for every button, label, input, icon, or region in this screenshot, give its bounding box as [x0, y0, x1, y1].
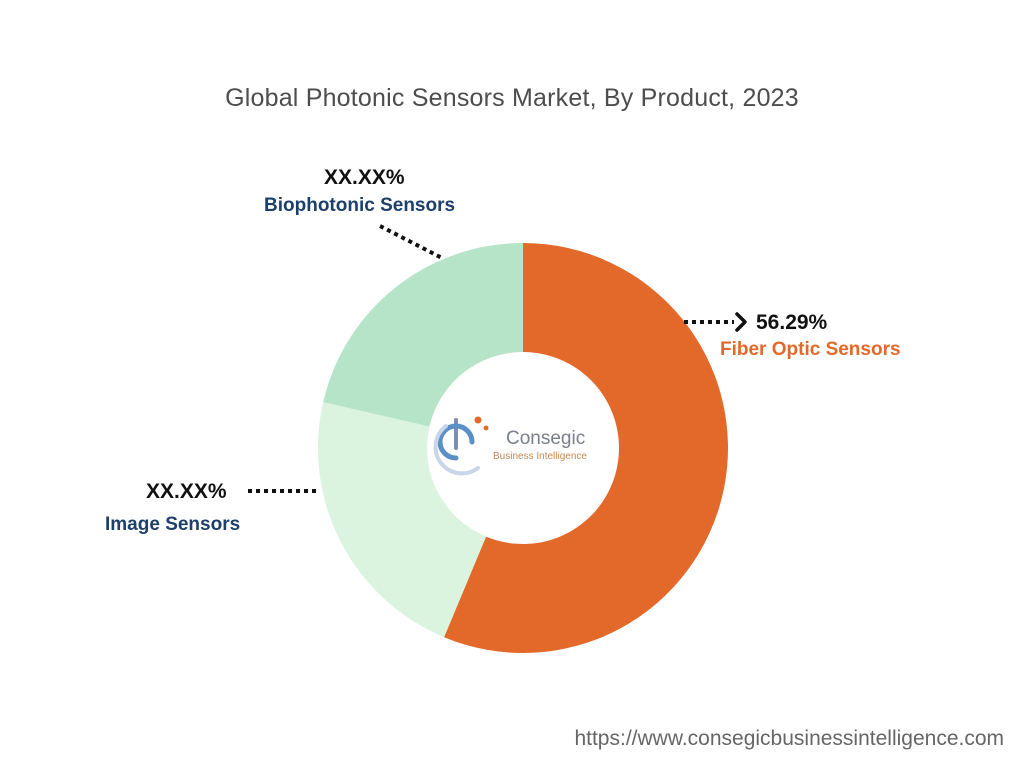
slice-image-sensors: [318, 402, 487, 638]
data-label-image-name: Image Sensors: [105, 514, 240, 535]
leader-arrow-icon: [735, 312, 747, 332]
data-label-bio-name: Biophotonic Sensors: [264, 195, 455, 216]
source-url[interactable]: https://www.consegicbusinessintelligence…: [574, 727, 1004, 750]
logo-name: Consegic: [506, 428, 585, 449]
logo-tagline: Business Intelligence: [493, 451, 587, 462]
data-label-bio-pct: XX.XX%: [324, 166, 405, 189]
chart-title: Global Photonic Sensors Market, By Produ…: [225, 84, 799, 112]
slice-biophotonic-sensors: [323, 243, 523, 427]
data-label-fiber-name: Fiber Optic Sensors: [720, 339, 901, 360]
slice-fiber-optic-sensors: [444, 243, 729, 653]
consegic-logo-icon: [433, 416, 489, 476]
leader-line-bio: [379, 224, 443, 260]
data-label-image-pct: XX.XX%: [146, 480, 227, 503]
data-label-fiber-pct: 56.29%: [756, 311, 828, 334]
consegic-logo: Consegic Business Intelligence: [433, 416, 587, 476]
